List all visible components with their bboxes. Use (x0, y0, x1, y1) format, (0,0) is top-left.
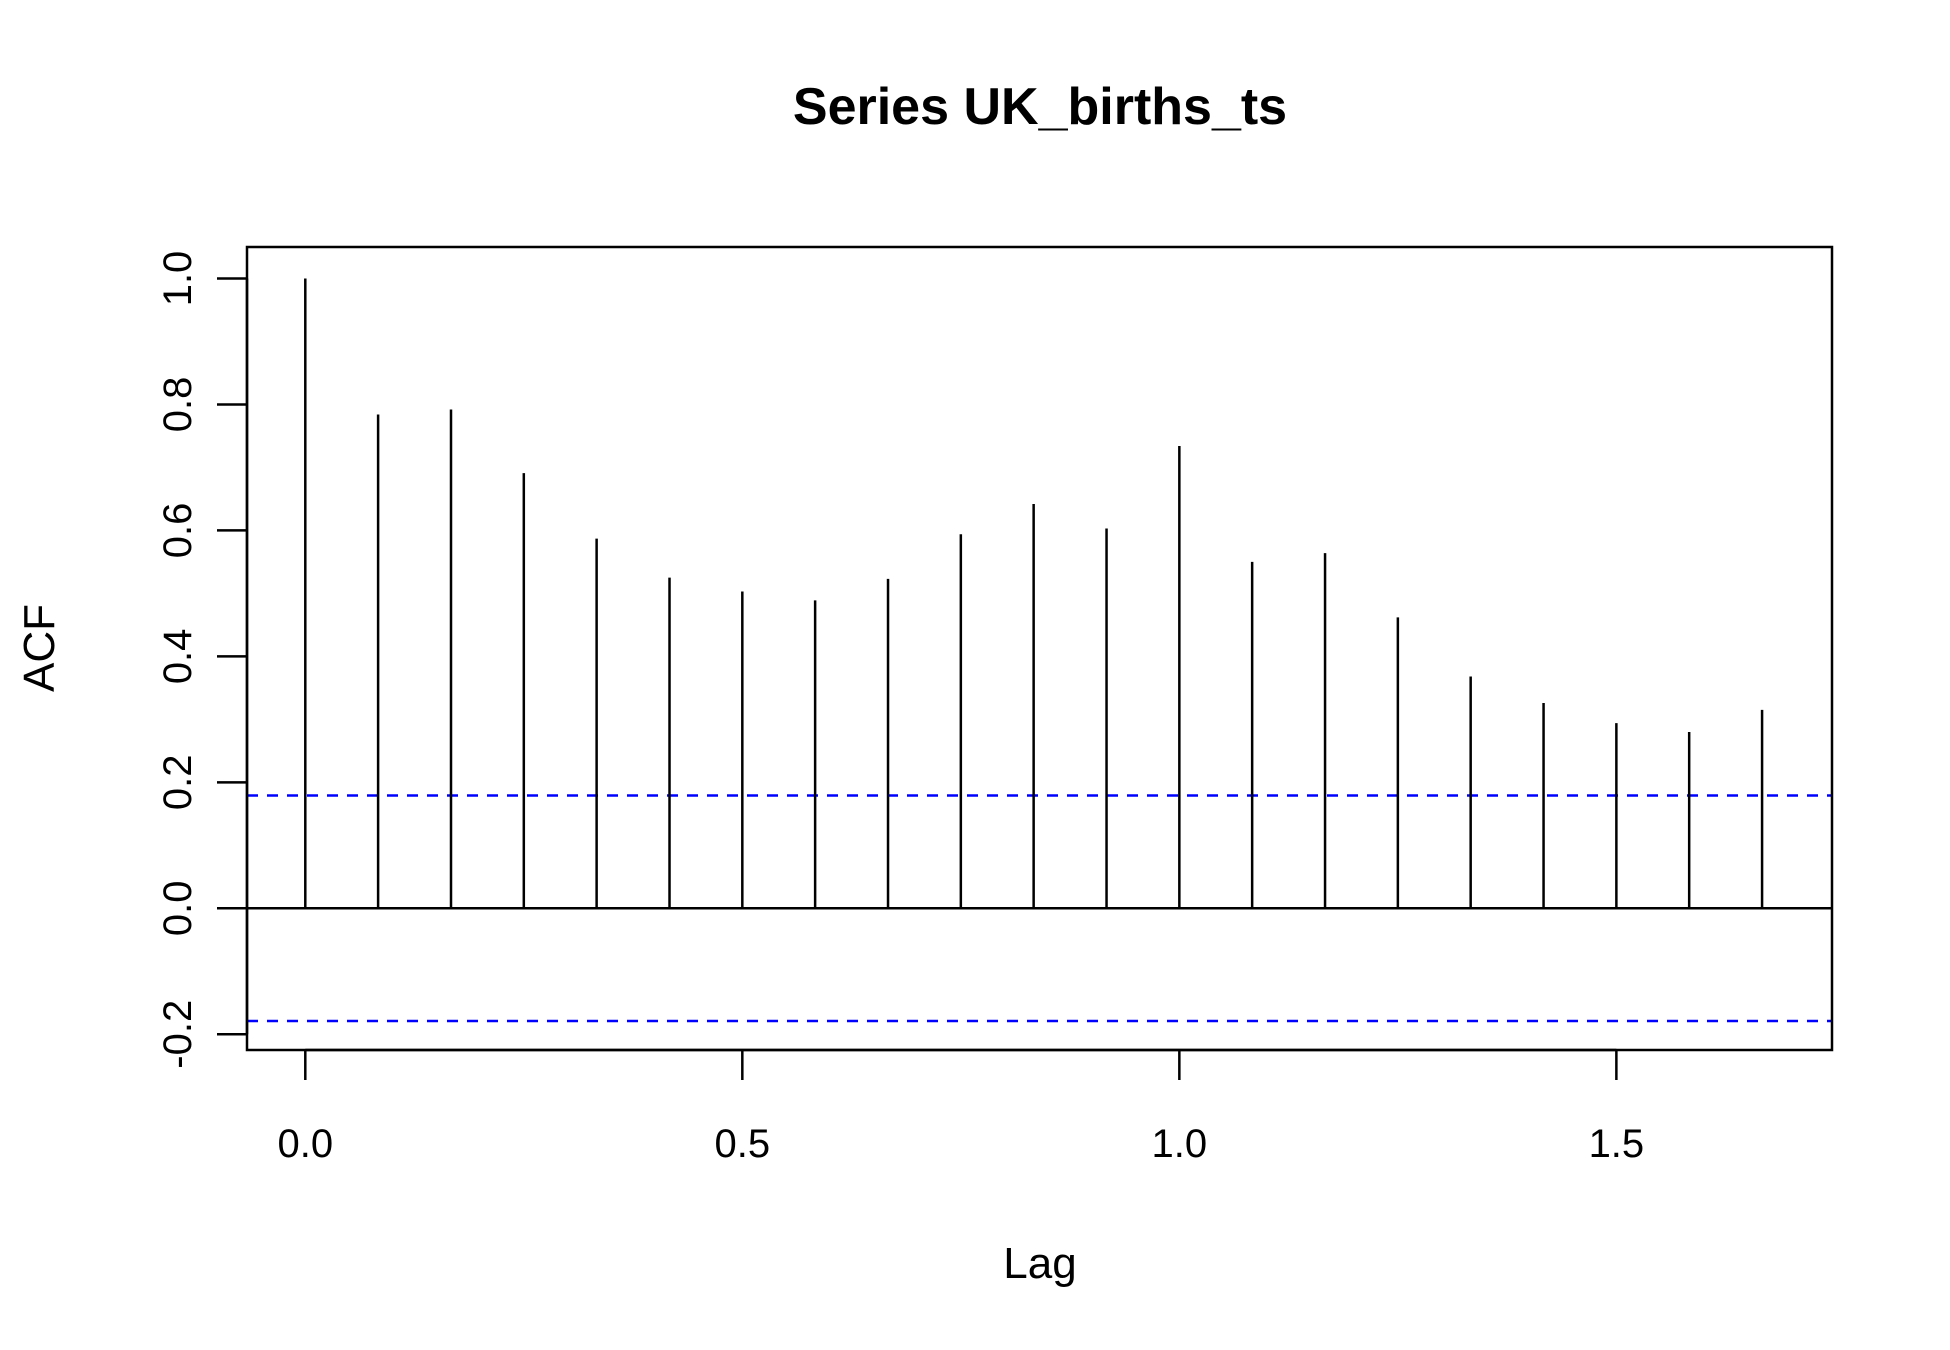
x-tick-label: 1.5 (1589, 1122, 1645, 1166)
y-tick-label: 1.0 (156, 251, 200, 307)
y-tick-label: 0.2 (156, 755, 200, 811)
y-tick-label: 0.6 (156, 503, 200, 559)
y-tick-label: 0.4 (156, 629, 200, 685)
y-axis-label: ACF (15, 604, 64, 692)
y-tick-label: -0.2 (156, 1000, 200, 1069)
plot-area: 0.0 0.5 1.0 1.5 -0.2 0.0 0.2 0.4 0.6 0.8 1.0 (156, 251, 1832, 1166)
plot-frame (245, 245, 1834, 1052)
x-tick-label: 0.5 (715, 1122, 771, 1166)
x-axis-label: Lag (1003, 1239, 1076, 1288)
y-tick-label: 0.0 (156, 880, 200, 936)
y-tick-label: 0.8 (156, 377, 200, 433)
x-tick-label: 1.0 (1152, 1122, 1208, 1166)
x-tick-label: 0.0 (277, 1122, 333, 1166)
chart-title: Series UK_births_ts (793, 78, 1287, 136)
